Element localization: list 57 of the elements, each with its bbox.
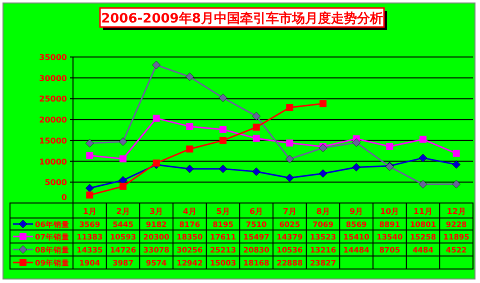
x-tick-label: 10月 bbox=[380, 207, 400, 216]
y-tick-label: 20000 bbox=[39, 116, 68, 125]
point bbox=[452, 160, 460, 169]
point bbox=[252, 112, 260, 120]
point bbox=[218, 94, 228, 102]
point bbox=[286, 104, 294, 112]
point bbox=[186, 146, 194, 153]
x-tick-label: 8月 bbox=[316, 207, 330, 216]
x-tick-label: 3月 bbox=[150, 207, 164, 216]
x-tick-label: 1月 bbox=[82, 207, 96, 216]
x-tick-label: 5月 bbox=[216, 207, 230, 216]
point bbox=[286, 140, 294, 147]
y-tick-label: 10000 bbox=[39, 157, 68, 166]
y-tick-label: 15000 bbox=[39, 136, 68, 146]
point bbox=[86, 152, 94, 160]
point bbox=[86, 184, 94, 192]
point bbox=[120, 182, 126, 190]
x-tick-label: 6月 bbox=[250, 207, 264, 216]
point bbox=[320, 100, 326, 108]
x-tick-label: 4月 bbox=[182, 207, 196, 216]
point bbox=[352, 138, 360, 147]
y-tick-label: 5000 bbox=[44, 178, 68, 188]
y-tick-label: 30000 bbox=[39, 74, 68, 83]
point bbox=[186, 122, 194, 130]
y-tick-label: 0 bbox=[61, 193, 68, 202]
x-tick-label: 2月 bbox=[116, 207, 130, 216]
point bbox=[218, 164, 228, 173]
point bbox=[318, 169, 328, 178]
point bbox=[86, 192, 94, 199]
point bbox=[386, 143, 394, 150]
x-tick-label: 11月 bbox=[413, 207, 433, 216]
point bbox=[452, 180, 460, 188]
point bbox=[286, 174, 294, 182]
point bbox=[120, 155, 126, 162]
y-tick-label: 25000 bbox=[39, 94, 68, 104]
point bbox=[418, 180, 428, 188]
point bbox=[186, 72, 194, 81]
point bbox=[152, 60, 160, 70]
x-tick-label: 7月 bbox=[282, 207, 296, 216]
point bbox=[452, 150, 460, 157]
x-tick-label: 12月 bbox=[446, 207, 466, 216]
point bbox=[118, 137, 128, 146]
point bbox=[252, 168, 260, 176]
point bbox=[418, 154, 428, 162]
x-tick-label: 9月 bbox=[350, 207, 364, 216]
y-tick-label: 35000 bbox=[39, 53, 68, 62]
point bbox=[186, 164, 194, 174]
point bbox=[220, 136, 226, 144]
point bbox=[152, 114, 160, 122]
chart-title: 2006-2009年8月中国牵引车市场月度走势分析 bbox=[101, 10, 383, 26]
point bbox=[86, 139, 94, 148]
point bbox=[220, 126, 226, 134]
point bbox=[352, 163, 360, 172]
point bbox=[420, 136, 426, 143]
point bbox=[286, 154, 294, 164]
point bbox=[252, 124, 260, 131]
point bbox=[252, 134, 260, 142]
